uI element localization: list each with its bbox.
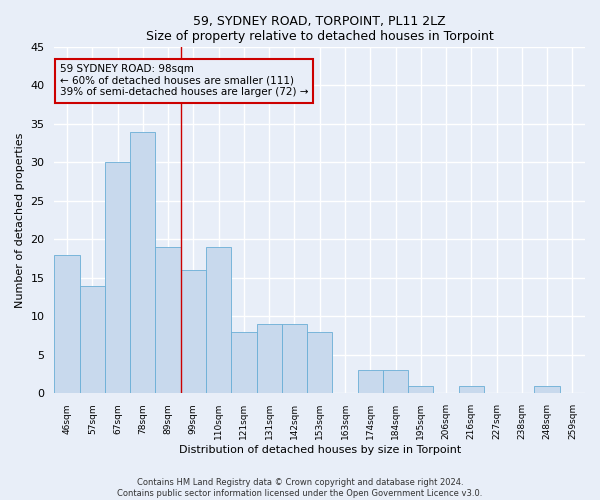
Y-axis label: Number of detached properties: Number of detached properties — [15, 132, 25, 308]
Bar — [307, 332, 332, 394]
Bar — [408, 386, 433, 394]
Bar — [105, 162, 130, 394]
Text: Contains HM Land Registry data © Crown copyright and database right 2024.
Contai: Contains HM Land Registry data © Crown c… — [118, 478, 482, 498]
Bar — [458, 386, 484, 394]
Bar — [257, 324, 282, 394]
Bar — [130, 132, 155, 394]
X-axis label: Distribution of detached houses by size in Torpoint: Distribution of detached houses by size … — [179, 445, 461, 455]
Bar — [181, 270, 206, 394]
Bar — [55, 255, 80, 394]
Bar — [535, 386, 560, 394]
Title: 59, SYDNEY ROAD, TORPOINT, PL11 2LZ
Size of property relative to detached houses: 59, SYDNEY ROAD, TORPOINT, PL11 2LZ Size… — [146, 15, 494, 43]
Bar — [80, 286, 105, 394]
Text: 59 SYDNEY ROAD: 98sqm
← 60% of detached houses are smaller (111)
39% of semi-det: 59 SYDNEY ROAD: 98sqm ← 60% of detached … — [60, 64, 308, 98]
Bar — [282, 324, 307, 394]
Bar — [383, 370, 408, 394]
Bar — [358, 370, 383, 394]
Bar — [206, 247, 231, 394]
Bar — [155, 247, 181, 394]
Bar — [231, 332, 257, 394]
